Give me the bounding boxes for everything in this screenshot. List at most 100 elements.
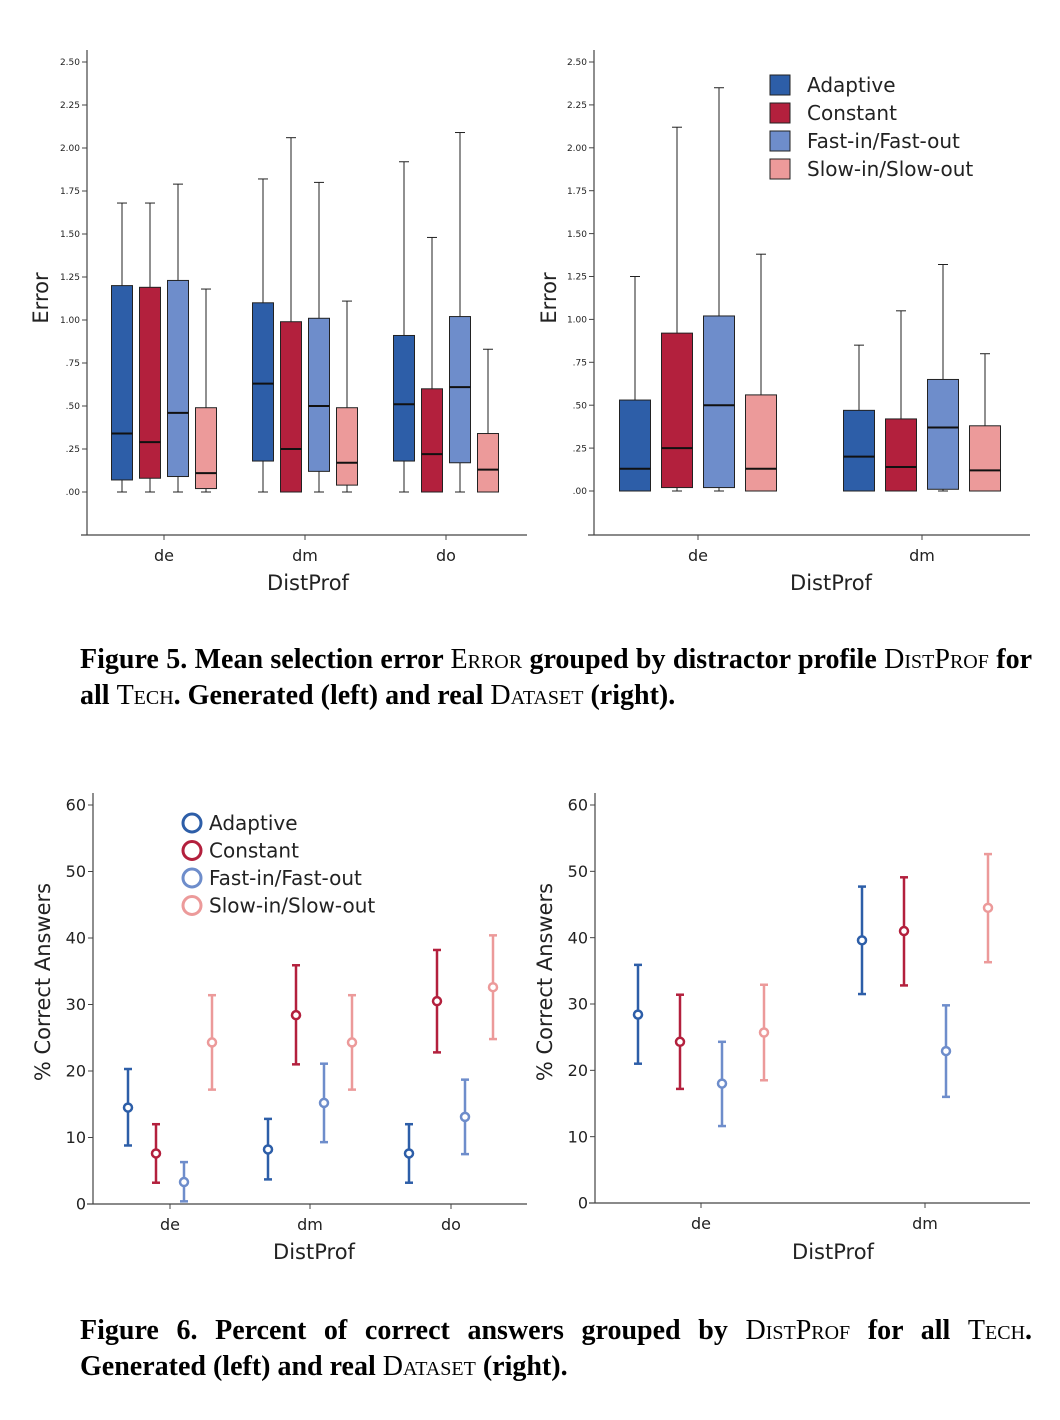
legend-marker	[181, 867, 203, 889]
legend-label: Slow-in/Slow-out	[807, 157, 973, 181]
box-fast-in-fast-out	[308, 317, 330, 472]
box-slow-in-slow-out	[336, 407, 358, 486]
y-tick-label: 0	[578, 1194, 588, 1213]
y-axis-title: Error	[537, 272, 561, 324]
y-tick-label: 60	[568, 796, 588, 815]
y-tick-label: 1.00	[567, 316, 587, 326]
y-tick-label: 50	[568, 862, 588, 881]
legend-marker	[181, 812, 203, 834]
mean-point-constant	[674, 1036, 686, 1048]
box-slow-in-slow-out	[195, 407, 217, 490]
figure-6-caption: Figure 6. Percent of correct answers gro…	[80, 1315, 1033, 1382]
x-tick-label: do	[441, 1215, 461, 1234]
y-axis-title: % Correct Answers	[31, 883, 55, 1081]
mean-point-slow-in-slow-out	[346, 1037, 358, 1048]
y-tick-label: .25	[66, 445, 80, 455]
y-tick-label: .50	[66, 402, 81, 412]
box-fast-in-fast-out	[703, 315, 735, 489]
box-constant	[139, 286, 161, 479]
legend-label: Fast-in/Fast-out	[807, 129, 960, 153]
mean-point-fast-in-fast-out	[940, 1045, 952, 1057]
legend-boxplot: Adaptive Constant Fast-in/Fast-out Slow-in/…	[769, 73, 973, 181]
x-tick-label: dm	[297, 1215, 323, 1234]
mean-point-slow-in-slow-out	[758, 1027, 770, 1038]
y-tick-label: 40	[66, 929, 86, 948]
x-axis-title: DistProf	[790, 571, 872, 595]
figure-6-label: Figure 6.	[80, 1315, 198, 1346]
y-tick-label: 1.25	[60, 273, 80, 283]
mean-point-constant	[290, 1009, 302, 1021]
mean-point-adaptive	[632, 1009, 644, 1020]
mean-point-adaptive	[262, 1144, 274, 1155]
x-tick-label: de	[688, 546, 708, 565]
y-tick-label: .25	[573, 444, 587, 454]
y-tick-label: 30	[66, 995, 86, 1014]
mean-point-slow-in-slow-out	[982, 902, 994, 914]
y-axis-title: % Correct Answers	[533, 883, 557, 1081]
x-axis-title: DistProf	[792, 1240, 874, 1264]
y-tick-label: .75	[573, 358, 587, 368]
y-tick-label: 10	[66, 1128, 86, 1147]
legend-swatch	[769, 130, 791, 152]
y-tick-label: 2.00	[60, 144, 80, 154]
box-fast-in-fast-out	[167, 279, 189, 478]
chart-4: 0 10 20 30 40 50 60 de dm DistProf % Correct Answe…	[533, 793, 1030, 1264]
x-tick-label: de	[691, 1214, 711, 1233]
y-tick-label: 0	[76, 1195, 86, 1214]
box-slow-in-slow-out	[745, 394, 777, 492]
legend-errorbar: Adaptive Constant Fast-in/Fast-out Slow-in/…	[181, 811, 375, 918]
x-tick-label: dm	[909, 546, 935, 565]
y-tick-label: .00	[66, 488, 81, 498]
box-adaptive	[843, 409, 875, 492]
legend-swatch	[769, 158, 791, 180]
y-tick-label: 2.50	[567, 58, 587, 68]
mean-point-adaptive	[122, 1102, 134, 1113]
y-tick-label: 2.25	[60, 101, 80, 111]
legend-label: Fast-in/Fast-out	[209, 866, 362, 890]
x-tick-label: de	[160, 1215, 180, 1234]
y-tick-label: 2.00	[567, 144, 587, 154]
y-tick-label: 2.25	[567, 101, 587, 111]
mean-point-slow-in-slow-out	[206, 1037, 218, 1048]
y-tick-label: .00	[573, 487, 588, 497]
box-fast-in-fast-out	[927, 378, 959, 490]
legend-swatch	[769, 102, 791, 124]
legend-marker	[181, 840, 203, 861]
figure-5-caption: Figure 5. Mean selection error Error gro…	[80, 644, 1032, 711]
figure-plots: .00 .25 .50 .75 1.00 1.25 1.50 1.75 2.00 2.25 2.50…	[29, 50, 1030, 1264]
legend-label: Constant	[209, 839, 299, 863]
box-adaptive	[619, 399, 651, 492]
legend-label: Adaptive	[807, 73, 896, 97]
y-tick-label: 30	[568, 995, 588, 1014]
mean-point-fast-in-fast-out	[459, 1111, 471, 1123]
y-tick-label: 1.50	[567, 230, 587, 240]
x-tick-label: do	[436, 546, 456, 565]
mean-point-fast-in-fast-out	[318, 1097, 330, 1109]
legend-label: Adaptive	[209, 811, 298, 835]
y-tick-label: 1.75	[60, 187, 80, 197]
mean-point-adaptive	[856, 935, 868, 946]
y-tick-label: 20	[568, 1061, 588, 1080]
y-tick-label: 20	[66, 1062, 86, 1081]
legend-marker	[181, 895, 203, 916]
mean-point-fast-in-fast-out	[178, 1176, 190, 1188]
chart-2: .00 .25 .50 .75 1.00 1.25 1.50 1.75 2.00 2.25 2.50…	[537, 50, 1030, 595]
box-adaptive	[111, 285, 133, 481]
mean-point-constant	[898, 925, 910, 937]
box-adaptive	[393, 334, 415, 462]
mean-point-constant	[431, 995, 443, 1007]
y-tick-label: 1.00	[60, 316, 80, 326]
y-axis-title: Error	[29, 272, 53, 324]
box-constant	[885, 418, 917, 492]
x-axis-title: DistProf	[273, 1240, 355, 1264]
mean-point-fast-in-fast-out	[716, 1078, 728, 1089]
y-tick-label: 50	[66, 862, 86, 881]
mean-point-slow-in-slow-out	[487, 981, 499, 993]
legend-swatch	[769, 74, 791, 96]
box-slow-in-slow-out	[969, 425, 1001, 492]
figure-5-label: Figure 5.	[80, 644, 188, 675]
y-tick-label: .75	[66, 359, 80, 369]
legend-label: Slow-in/Slow-out	[209, 894, 375, 918]
y-tick-label: 2.50	[60, 58, 80, 68]
y-tick-label: 40	[568, 928, 588, 947]
